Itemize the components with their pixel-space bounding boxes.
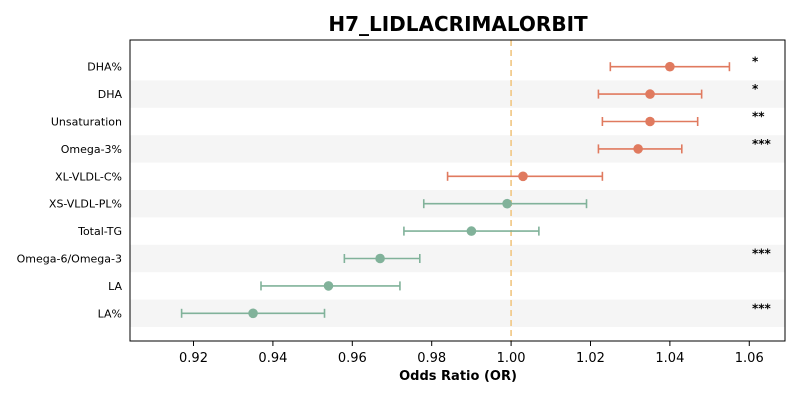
y-tick-label: LA (108, 280, 122, 293)
significance-label: *** (752, 247, 772, 261)
significance-labels: ************* (752, 55, 772, 316)
y-tick-label: XS-VLDL-PL% (49, 198, 122, 211)
significance-label: ** (752, 110, 765, 124)
significance-label: *** (752, 301, 772, 315)
point-estimate (645, 89, 655, 99)
point-estimate (466, 226, 477, 236)
point-estimate (375, 253, 385, 264)
x-tick-label: 1.02 (576, 351, 605, 366)
x-axis-label: Odds Ratio (OR) (399, 369, 517, 384)
point-estimate (665, 61, 675, 72)
point-estimate (502, 198, 512, 209)
y-tick-label: Total-TG (77, 225, 122, 238)
significance-label: * (752, 82, 759, 96)
y-tick-label: Unsaturation (51, 116, 122, 129)
point-estimate (323, 281, 334, 291)
point-estimate (518, 171, 528, 182)
y-tick-label: DHA (98, 88, 123, 101)
point-estimate (633, 144, 643, 154)
y-tick-label: XL-VLDL-C% (55, 170, 122, 183)
point-estimate (645, 116, 655, 127)
y-tick-label: LA% (98, 307, 122, 320)
x-tick-label: 0.96 (338, 351, 367, 366)
x-tick-label: 0.98 (417, 351, 446, 366)
x-tick-label: 0.92 (179, 351, 208, 366)
y-tick-label: DHA% (87, 61, 122, 74)
y-tick-label: Omega-3% (61, 143, 122, 156)
significance-label: * (752, 55, 759, 69)
x-tick-label: 0.94 (258, 351, 287, 366)
chart-title: H7_LIDLACRIMALORBIT (328, 12, 588, 36)
significance-label: *** (752, 137, 772, 151)
plot-frame (129, 39, 786, 342)
row-stripe (130, 244, 785, 273)
x-tick-label: 1.04 (655, 351, 684, 366)
estimate-marks (180, 61, 731, 319)
y-tick-labels: DHA% DHA Unsaturation Omega-3% XL-VLDL-C% XS-… (17, 61, 123, 321)
x-tick-label: 1.06 (735, 351, 764, 366)
point-estimate (248, 308, 258, 319)
y-tick-label: Omega-6/Omega-3 (17, 253, 122, 266)
row-stripe (130, 135, 785, 163)
x-tick-labels: 0.92 0.94 0.96 0.98 1.00 1.02 1.04 1.06 (179, 341, 764, 366)
x-tick-label: 1.00 (497, 351, 526, 366)
